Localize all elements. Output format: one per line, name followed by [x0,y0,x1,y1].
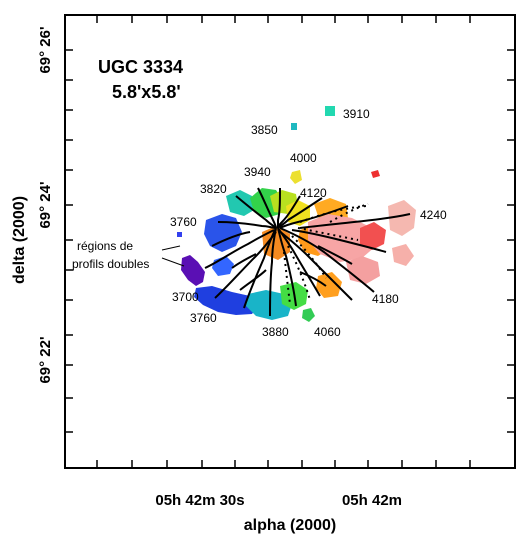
blob-teal-3850 [291,123,297,130]
contour-line [277,227,297,307]
blob-purple-left [181,255,205,286]
velocity-label: 4000 [290,151,317,165]
contour-line [211,231,251,247]
contour-line [277,197,323,229]
blob-red-right [360,222,386,250]
contour-line [269,227,277,317]
blob-dark-blue [194,286,258,315]
dotted-contour [291,235,327,279]
dotted-contour [299,205,367,223]
contour-line [291,229,387,253]
dotted-contours [283,203,369,305]
velocity-label: 3910 [343,107,370,121]
contour-line [239,269,267,291]
contour-line [317,245,353,265]
velocity-label: 4120 [300,186,327,200]
velocity-label: 4060 [314,325,341,339]
y-tick-label: 69° 24' [37,181,54,228]
contour-line [231,253,257,269]
contour-line [299,213,411,229]
blob-pink-far [392,244,414,266]
velocity-label: 4240 [420,208,447,222]
contour-line [279,205,349,229]
note-line-1: régions de [77,239,133,253]
annotation-leaders [161,245,185,267]
velocity-label: 3760 [190,311,217,325]
blob-orange-bottom [316,272,342,298]
velocity-label: 3700 [172,290,199,304]
blob-green-small [302,308,315,322]
blob-cyan-3910 [325,106,335,116]
velocity-label: 3760 [170,215,197,229]
x-tick-label: 05h 42m [342,492,402,509]
contour-line [235,195,277,229]
velocity-label: 3820 [200,182,227,196]
leader-line [161,245,181,251]
blob-red-small [371,170,380,178]
double-profile-note: régions de profils doubles [72,239,149,271]
field-size: 5.8'x5.8' [112,82,181,102]
blob-blue-3760 [177,232,182,237]
isovelocity-contours [204,187,411,317]
x-tick-label: 05h 42m 30s [155,492,244,509]
contour-line [277,195,301,229]
y-tick-label: 69° 22' [37,336,54,383]
blob-teal [226,190,254,216]
blob-blue-mid [204,214,242,252]
contour-line [204,229,275,269]
y-axis-label: delta (2000) [11,196,28,284]
note-line-2: profils doubles [72,257,149,271]
contour-line [277,229,353,301]
y-tick-label: 69° 26' [37,26,54,73]
blob-yellow-small [290,170,302,184]
x-axis-label: alpha (2000) [244,517,336,534]
frame-ticks [65,15,515,468]
leader-line [161,257,185,267]
contour-line [257,187,277,229]
contour-line [279,227,375,293]
contour-line [217,221,277,229]
dotted-contour [297,227,359,241]
velocity-label: 4180 [372,292,399,306]
contour-line [243,227,277,309]
object-name: UGC 3334 [98,57,183,77]
velocity-label: 3850 [251,123,278,137]
blob-cyan-bottom [246,290,292,320]
velocity-label: 3880 [262,325,289,339]
blob-pink-right [388,200,416,236]
velocity-label: 3940 [244,165,271,179]
dotted-contour [283,251,291,305]
contour-line [299,271,327,287]
